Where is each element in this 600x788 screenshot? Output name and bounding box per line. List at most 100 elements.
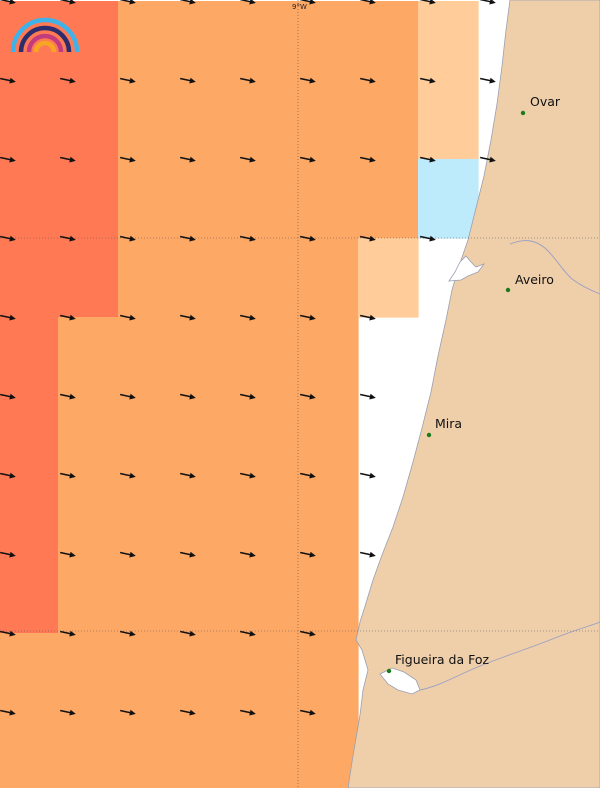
data-cell: [178, 159, 239, 239]
data-cell: [58, 475, 119, 555]
data-cell: [298, 712, 359, 788]
data-cell: [298, 475, 359, 555]
data-cell: [298, 1, 359, 81]
data-cell: [118, 554, 179, 634]
data-cell: [178, 1, 239, 81]
data-cell: [238, 1, 299, 81]
data-cell: [0, 159, 59, 239]
data-cell: [358, 238, 419, 318]
wave-arrow: [479, 156, 496, 163]
wave-arrow: [179, 551, 196, 558]
data-cell: [118, 475, 179, 555]
wave-arrow: [479, 77, 496, 84]
city-dot: [426, 432, 432, 438]
wave-arrow: [479, 0, 496, 5]
data-cell: [358, 80, 419, 160]
city-dot: [386, 668, 392, 674]
data-cell: [118, 396, 179, 476]
data-cell: [238, 396, 299, 476]
data-cell: [58, 396, 119, 476]
city-figueira-da-foz[interactable]: Figueira da Foz: [386, 652, 490, 674]
data-cell: [418, 80, 479, 160]
wave-arrow: [59, 235, 76, 242]
wave-arrow: [299, 709, 316, 716]
wave-arrow: [299, 0, 316, 5]
data-cell: [178, 712, 239, 788]
data-cell: [118, 238, 179, 318]
data-cell: [58, 554, 119, 634]
wave-arrow: [0, 314, 16, 321]
logo-arc-core: [33, 40, 57, 53]
data-cell: [298, 159, 359, 239]
data-cell: [238, 80, 299, 160]
wave-arrow: [0, 77, 16, 84]
wave-arrow: [419, 235, 436, 242]
city-aveiro[interactable]: Aveiro: [505, 272, 554, 293]
data-cell: [178, 80, 239, 160]
wave-arrow: [179, 472, 196, 479]
wave-arrow: [299, 235, 316, 242]
wave-arrow: [239, 314, 256, 321]
data-cell: [238, 159, 299, 239]
wave-arrow: [419, 77, 436, 84]
wave-arrow: [0, 472, 16, 479]
wave-arrow: [0, 0, 16, 5]
wave-arrow: [59, 709, 76, 716]
data-cell: [0, 1, 59, 81]
wave-arrow: [239, 630, 256, 637]
data-cell: [118, 1, 179, 81]
logo-arc-inner: [26, 33, 64, 53]
wave-arrow: [239, 393, 256, 400]
wave-arrow: [59, 472, 76, 479]
wave-arrow: [179, 393, 196, 400]
data-cell: [178, 396, 239, 476]
data-cell: [178, 317, 239, 397]
wave-arrow: [239, 235, 256, 242]
data-cell: [118, 80, 179, 160]
city-ovar[interactable]: Ovar: [520, 94, 561, 116]
wave-arrow: [359, 0, 376, 5]
city-label: Mira: [435, 416, 462, 431]
data-cell: [118, 159, 179, 239]
data-cell: [0, 317, 59, 397]
wave-arrow: [179, 630, 196, 637]
wave-arrow: [299, 393, 316, 400]
data-cell: [298, 633, 359, 713]
wave-arrow: [119, 551, 136, 558]
wave-arrow: [359, 472, 376, 479]
wave-arrow: [359, 551, 376, 558]
wave-arrow: [239, 551, 256, 558]
data-cell: [298, 317, 359, 397]
city-label: Ovar: [530, 94, 561, 109]
data-cell: [298, 396, 359, 476]
wave-arrow: [299, 77, 316, 84]
data-cell: [58, 712, 119, 788]
wave-arrow: [59, 77, 76, 84]
wave-arrow: [179, 235, 196, 242]
wave-arrow: [419, 156, 436, 163]
wave-arrow: [179, 77, 196, 84]
city-label: Figueira da Foz: [395, 652, 490, 667]
data-cell: [238, 712, 299, 788]
data-cell: [118, 712, 179, 788]
data-cell: [58, 317, 119, 397]
wave-arrow: [239, 77, 256, 84]
data-cell: [118, 317, 179, 397]
wave-arrow: [299, 630, 316, 637]
wave-arrow: [59, 551, 76, 558]
wave-arrow: [179, 0, 196, 5]
data-cell: [58, 80, 119, 160]
data-cell: [58, 159, 119, 239]
wave-arrow: [119, 393, 136, 400]
data-cell: [0, 712, 59, 788]
data-cell: [238, 238, 299, 318]
city-dot: [520, 110, 526, 116]
data-cells: [0, 1, 479, 788]
wave-arrow: [59, 393, 76, 400]
wave-arrow: [119, 156, 136, 163]
wave-arrow: [179, 709, 196, 716]
wave-arrow: [119, 472, 136, 479]
data-cell: [58, 633, 119, 713]
city-mira[interactable]: Mira: [426, 416, 462, 438]
